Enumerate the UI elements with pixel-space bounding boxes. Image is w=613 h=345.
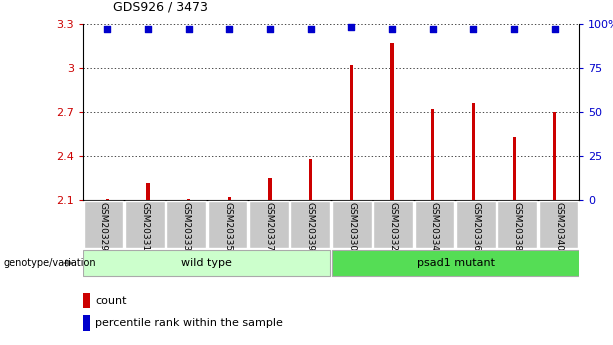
- Bar: [332, 250, 579, 276]
- Bar: [147, 183, 150, 200]
- Text: GSM20340: GSM20340: [554, 201, 563, 250]
- Text: percentile rank within the sample: percentile rank within the sample: [95, 318, 283, 328]
- Text: GSM20329: GSM20329: [99, 201, 108, 250]
- Point: [306, 26, 316, 31]
- Text: GSM20338: GSM20338: [512, 201, 522, 251]
- Bar: [373, 200, 413, 248]
- Point: [265, 26, 275, 31]
- Bar: [554, 112, 557, 200]
- Point: [468, 26, 478, 31]
- Text: GSM20337: GSM20337: [264, 201, 273, 251]
- Bar: [350, 65, 353, 200]
- Bar: [456, 200, 496, 248]
- Bar: [105, 199, 109, 200]
- Point: [428, 26, 438, 31]
- Bar: [390, 43, 394, 200]
- Bar: [291, 200, 330, 248]
- Point: [143, 26, 153, 31]
- Bar: [249, 200, 289, 248]
- Point: [550, 26, 560, 31]
- Bar: [512, 137, 516, 200]
- Text: wild type: wild type: [181, 258, 232, 268]
- Text: GSM20336: GSM20336: [471, 201, 481, 251]
- Point: [387, 26, 397, 31]
- Text: GSM20330: GSM20330: [347, 201, 356, 251]
- Text: genotype/variation: genotype/variation: [3, 258, 96, 268]
- Bar: [539, 200, 579, 248]
- Point: [102, 26, 112, 31]
- Bar: [332, 200, 371, 248]
- Bar: [166, 200, 206, 248]
- Bar: [208, 200, 248, 248]
- Text: GSM20332: GSM20332: [389, 201, 398, 250]
- Text: GSM20335: GSM20335: [223, 201, 232, 251]
- Bar: [125, 200, 165, 248]
- Bar: [83, 293, 91, 308]
- Text: count: count: [95, 296, 126, 306]
- Bar: [472, 104, 475, 200]
- Text: psad1 mutant: psad1 mutant: [417, 258, 495, 268]
- Bar: [431, 109, 435, 200]
- Text: GSM20339: GSM20339: [306, 201, 315, 251]
- Point: [184, 26, 194, 31]
- Point: [224, 26, 234, 31]
- Bar: [83, 250, 330, 276]
- Bar: [268, 178, 272, 200]
- Bar: [83, 315, 91, 331]
- Point: [346, 24, 356, 30]
- Bar: [83, 200, 123, 248]
- Bar: [227, 197, 231, 200]
- Bar: [497, 200, 537, 248]
- Text: GDS926 / 3473: GDS926 / 3473: [113, 1, 208, 14]
- Text: GSM20334: GSM20334: [430, 201, 439, 250]
- Bar: [414, 200, 454, 248]
- Bar: [309, 159, 312, 200]
- Text: GSM20333: GSM20333: [181, 201, 191, 251]
- Point: [509, 26, 519, 31]
- Bar: [187, 199, 190, 200]
- Text: GSM20331: GSM20331: [140, 201, 150, 251]
